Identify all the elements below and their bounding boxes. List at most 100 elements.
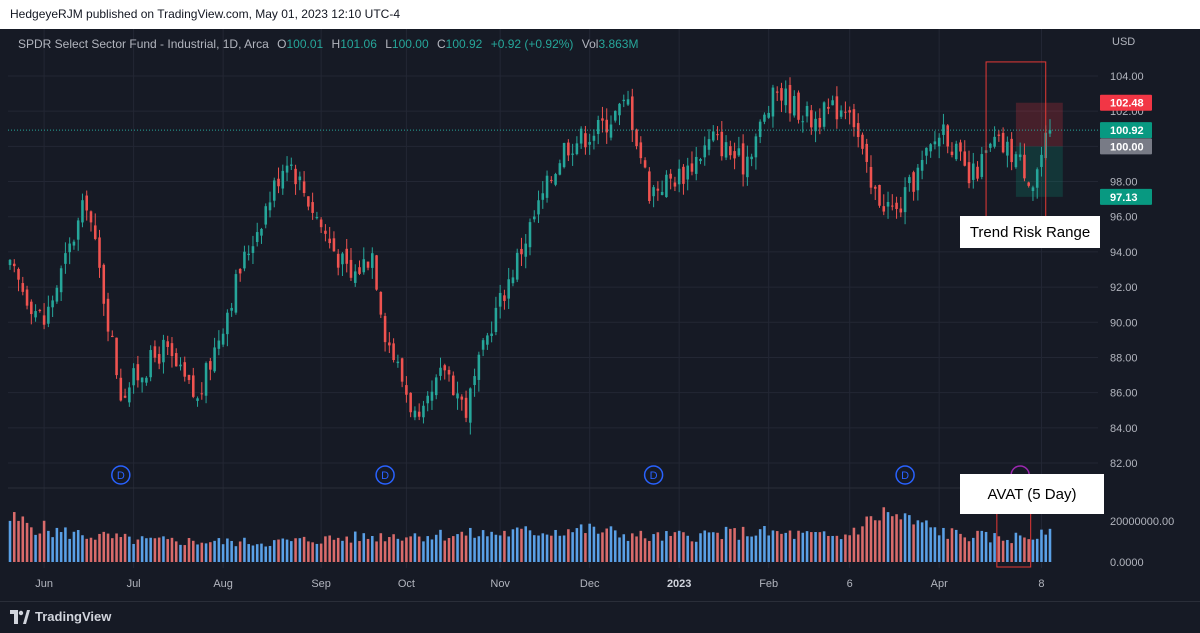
- volume-bar: [609, 526, 613, 562]
- candle-body: [746, 156, 749, 178]
- candle-body: [166, 341, 169, 347]
- candle-body: [328, 238, 331, 244]
- time-tick-label: Nov: [490, 578, 510, 590]
- candle-body: [409, 392, 412, 413]
- candle-body: [669, 173, 672, 179]
- candle-body: [217, 340, 221, 349]
- volume-bar: [439, 529, 442, 562]
- candle-body: [963, 151, 967, 166]
- volume-bar: [601, 532, 604, 562]
- volume-bar: [665, 531, 668, 562]
- volume-bar: [716, 532, 719, 562]
- volume-bar: [221, 544, 225, 562]
- price-level-tag-label: 100.00: [1110, 141, 1144, 153]
- volume-axis: 0.0000 20000000.00: [1110, 516, 1174, 569]
- candle-body: [76, 220, 80, 240]
- volume-bar: [494, 534, 498, 562]
- volume-bar: [115, 533, 118, 562]
- candle-body: [68, 243, 71, 253]
- volume-bar: [30, 527, 33, 562]
- volume-bar: [891, 516, 894, 562]
- volume-bar: [690, 541, 694, 562]
- dividend-marker-circle: [643, 465, 664, 485]
- time-tick-label: 2023: [667, 578, 691, 590]
- volume-bar: [426, 536, 429, 562]
- volume-bar: [532, 535, 536, 562]
- tradingview-brand[interactable]: TradingView: [10, 609, 111, 624]
- candle-body: [1040, 154, 1043, 167]
- volume-bar: [967, 541, 971, 562]
- volume-bar: [878, 520, 881, 562]
- volume-bar: [277, 539, 280, 562]
- candle-body: [345, 248, 348, 264]
- volume-bar: [1001, 540, 1005, 562]
- dividend-marker-label: D: [901, 470, 909, 482]
- candle-body: [375, 255, 378, 290]
- volume-bar: [515, 527, 519, 562]
- volume-bar: [1018, 535, 1022, 562]
- volume-bars: [8, 507, 1052, 562]
- volume-bar: [1044, 534, 1048, 562]
- volume-bar: [311, 542, 314, 562]
- candle-body: [358, 267, 361, 274]
- candle-body: [174, 353, 178, 367]
- candle-body: [1035, 169, 1039, 188]
- candle-body: [439, 367, 442, 376]
- chart-area[interactable]: D D D D 82.00 84.00 86.00 88.00 90.00 92.00 94.00 9…: [0, 29, 1200, 601]
- volume-bar: [575, 528, 579, 562]
- candle-body: [238, 268, 242, 274]
- legend-close-label: C: [436, 37, 446, 51]
- candle-body: [1048, 130, 1052, 134]
- volume-bar: [954, 529, 958, 562]
- time-tick-label: Oct: [398, 578, 415, 590]
- volume-bar: [469, 527, 472, 562]
- volume-bar: [737, 539, 741, 562]
- volume-bar: [89, 537, 93, 562]
- avat-callout: AVAT (5 Day): [960, 474, 1104, 514]
- candle-body: [937, 137, 941, 147]
- candle-body: [264, 206, 268, 225]
- candle-body: [204, 363, 208, 396]
- price-tick-label: 104.00: [1110, 71, 1144, 83]
- volume-bar: [861, 526, 864, 562]
- candle-body: [149, 350, 152, 378]
- volume-bar: [123, 533, 127, 562]
- trend-risk-range-callout: Trend Risk Range: [960, 216, 1100, 248]
- candle-body: [294, 168, 297, 185]
- candle-body: [115, 337, 118, 376]
- candle-body: [136, 364, 140, 381]
- chart-canvas[interactable]: D D D D 82.00 84.00 86.00 88.00 90.00 92.00 94.00 9…: [0, 29, 1200, 601]
- candle-body: [775, 91, 779, 93]
- volume-bar: [827, 535, 830, 562]
- volume-bar: [869, 516, 873, 562]
- candle-body: [665, 174, 668, 198]
- volume-bar: [741, 526, 745, 562]
- volume-bar: [818, 532, 822, 562]
- candle-body: [635, 129, 638, 147]
- volume-bar: [1023, 537, 1026, 562]
- volume-bar: [21, 516, 25, 562]
- candle-body: [490, 333, 493, 337]
- candle-body: [366, 261, 370, 268]
- volume-bar: [1040, 529, 1043, 562]
- candle-body: [179, 364, 182, 367]
- candle-body: [588, 141, 591, 145]
- volume-bar: [192, 540, 195, 562]
- volume-bar: [383, 541, 387, 562]
- volume-bar: [950, 528, 954, 562]
- volume-bar: [307, 541, 310, 562]
- candle-body: [520, 248, 523, 255]
- candle-body: [827, 106, 830, 109]
- volume-bar: [477, 536, 481, 562]
- candle-body: [959, 142, 962, 152]
- candle-body: [758, 121, 762, 137]
- dividend-marker-circle: [895, 465, 915, 485]
- candle-body: [891, 205, 894, 207]
- volume-bar: [784, 532, 788, 562]
- candle-body: [929, 144, 932, 152]
- volume-bar: [792, 538, 796, 562]
- volume-bar: [166, 539, 169, 562]
- candle-body: [545, 175, 549, 198]
- candle-body: [311, 202, 314, 213]
- volume-bar: [157, 537, 161, 562]
